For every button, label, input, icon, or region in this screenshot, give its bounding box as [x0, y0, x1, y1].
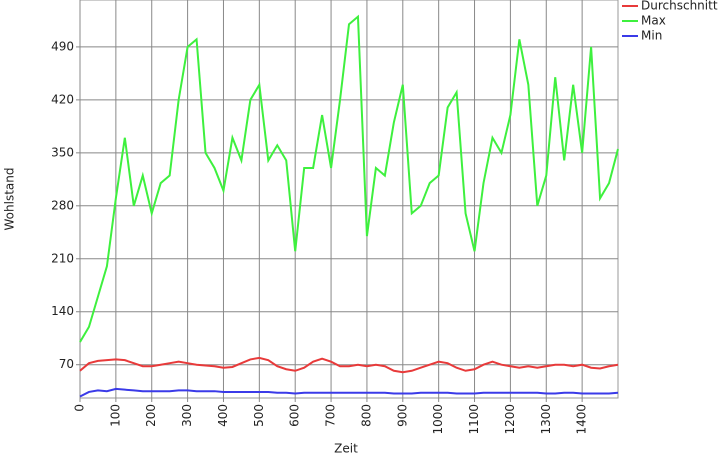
- y-tick-label: 280: [51, 198, 74, 212]
- legend-label: Min: [641, 29, 662, 43]
- series-line: [79, 14, 619, 343]
- series-line: [79, 387, 619, 398]
- legend-label: Max: [641, 14, 666, 28]
- x-tick-label: 1100: [467, 404, 481, 435]
- plot-area: [79, 0, 619, 399]
- x-tick-label: 400: [216, 404, 230, 427]
- y-tick-label: 420: [51, 92, 74, 106]
- x-tick-label: 900: [395, 404, 409, 427]
- x-tick-label: 200: [144, 404, 158, 427]
- y-tick-label: 70: [59, 357, 74, 371]
- x-tick-label: 1300: [539, 404, 553, 435]
- y-tick-label: 490: [51, 39, 74, 53]
- x-tick-label: 800: [359, 404, 373, 427]
- x-tick-label: 1200: [503, 404, 517, 435]
- x-tick-label: 1000: [431, 404, 445, 435]
- series-line: [79, 356, 619, 374]
- x-tick-label: 0: [73, 404, 87, 412]
- x-tick-label: 1400: [575, 404, 589, 435]
- x-axis-label: Zeit: [334, 442, 358, 456]
- y-tick-label: 140: [51, 304, 74, 318]
- legend-label: Durchschnitt: [641, 0, 718, 13]
- x-tick-label: 100: [108, 404, 122, 427]
- x-tick-label: 600: [288, 404, 302, 427]
- y-tick-label: 350: [51, 145, 74, 159]
- y-tick-label: 210: [51, 251, 74, 265]
- y-axis-label: Wohlstand: [3, 168, 17, 231]
- x-tick-label: 700: [324, 404, 338, 427]
- x-tick-label: 300: [180, 404, 194, 427]
- x-tick-label: 500: [252, 404, 266, 427]
